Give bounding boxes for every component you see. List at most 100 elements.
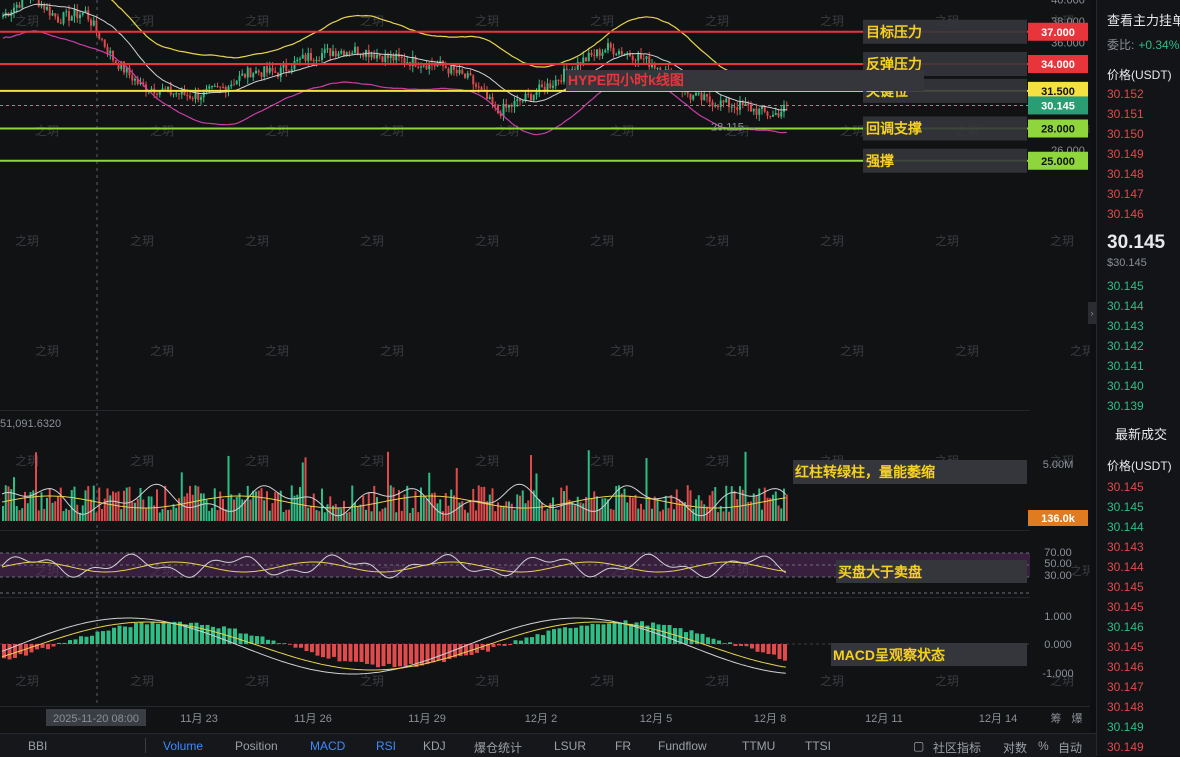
trade-row[interactable]: 30.147 (1107, 680, 1144, 694)
panel-collapse-handle[interactable]: › (1088, 302, 1096, 324)
candle-body (648, 56, 651, 68)
volume-bar (431, 493, 433, 521)
volume-bar (766, 497, 769, 521)
volume-bar (213, 488, 216, 521)
trade-row[interactable]: 30.145 (1107, 600, 1144, 614)
candle-body (428, 62, 431, 70)
trade-row[interactable]: 30.146 (1107, 660, 1144, 674)
bid-row[interactable]: 30.140 (1107, 379, 1144, 393)
level-price-tag-text: 34.000 (1041, 59, 1075, 71)
chip-button[interactable]: 筹 (1051, 711, 1062, 725)
trade-row[interactable]: 30.149 (1107, 720, 1144, 734)
candle-body (21, 0, 24, 8)
tab-fundflow[interactable]: Fundflow (658, 739, 707, 753)
candle-body (178, 93, 180, 95)
trade-row[interactable]: 30.146 (1107, 620, 1144, 634)
candle-body (535, 92, 538, 96)
trade-row[interactable]: 30.143 (1107, 540, 1144, 554)
bid-row[interactable]: 30.139 (1107, 399, 1144, 413)
orderbook-title[interactable]: 查看主力挂单 (1107, 13, 1180, 28)
auto-scale-toggle[interactable]: 自动 (1058, 741, 1083, 755)
tab-kdj[interactable]: KDJ (423, 739, 446, 753)
volume-bar (7, 486, 10, 521)
macd-histogram-bar (546, 630, 551, 644)
bid-row[interactable]: 30.144 (1107, 299, 1144, 313)
trade-row[interactable]: 30.144 (1107, 520, 1144, 534)
macd-histogram-bar (73, 639, 78, 644)
trade-row[interactable]: 30.145 (1107, 580, 1144, 594)
bid-row[interactable]: 30.145 (1107, 279, 1144, 293)
tab-爆仓统计[interactable]: 爆仓统计 (474, 741, 523, 755)
volume-bar (615, 486, 618, 521)
trade-row[interactable]: 30.145 (1107, 640, 1144, 654)
kline-chart[interactable]: 之玥 之玥 之玥 之玥 之玥 之玥 之玥 之玥 之玥 之玥 之玥 之玥 之玥 之玥 之玥 之玥 之玥 之玥 之玥 之玥… (0, 0, 1090, 733)
community-indicator-icon[interactable]: ▢ (913, 739, 925, 753)
trade-row[interactable]: 30.145 (1107, 480, 1144, 494)
macd-histogram-bar (13, 644, 17, 658)
tab-ttsi[interactable]: TTSI (805, 739, 831, 753)
candle-body (590, 52, 593, 56)
volume-bar (10, 489, 13, 521)
bid-row[interactable]: 30.143 (1107, 319, 1144, 333)
macd-histogram-bar (755, 644, 760, 652)
bid-row[interactable]: 30.141 (1107, 359, 1144, 373)
trade-row[interactable]: 30.145 (1107, 500, 1144, 514)
tab-volume[interactable]: Volume (163, 739, 204, 753)
volume-bar (480, 486, 483, 521)
log-scale-toggle[interactable]: 对数 (1003, 741, 1028, 755)
volume-bar (477, 485, 480, 521)
tab-rsi[interactable]: RSI (376, 739, 397, 753)
ask-row[interactable]: 30.152 (1107, 87, 1144, 101)
volume-bar (719, 505, 722, 521)
tab-bbi[interactable]: BBI (28, 739, 48, 753)
candle-body (612, 47, 615, 55)
volume-bar (436, 503, 439, 521)
candle-body (189, 95, 191, 99)
trade-row[interactable]: 30.148 (1107, 700, 1144, 714)
ask-row[interactable]: 30.146 (1107, 207, 1144, 221)
volume-bar (744, 451, 747, 521)
macd-histogram-bar (183, 624, 188, 644)
candle-body (582, 57, 585, 66)
ask-row[interactable]: 30.150 (1107, 127, 1144, 141)
macd-dif-line (1, 617, 786, 675)
trade-row[interactable]: 30.149 (1107, 740, 1144, 754)
candle-body (455, 69, 458, 74)
trades-title[interactable]: 最新成交 (1115, 427, 1168, 442)
liquidation-button[interactable]: 爆 (1072, 711, 1083, 725)
macd-histogram-bar (579, 625, 584, 644)
volume-bar (469, 500, 472, 521)
volume-bar (334, 504, 337, 521)
tab-ttmu[interactable]: TTMU (742, 739, 776, 753)
candle-body (186, 95, 189, 97)
ask-row[interactable]: 30.147 (1107, 187, 1144, 201)
volume-bar (109, 495, 112, 521)
candle-body (557, 79, 560, 81)
volume-bar (406, 485, 409, 521)
macd-histogram-bar (359, 644, 364, 663)
percent-scale-toggle[interactable]: % (1038, 739, 1049, 753)
tab-fr[interactable]: FR (615, 739, 631, 753)
community-indicators-button[interactable]: 社区指标 (933, 741, 982, 755)
candle-body (433, 65, 436, 67)
pane-divider (0, 597, 1030, 598)
ask-row[interactable]: 30.148 (1107, 167, 1144, 181)
trade-row[interactable]: 30.144 (1107, 560, 1144, 574)
candle-body (752, 108, 755, 112)
bid-row[interactable]: 30.142 (1107, 339, 1144, 353)
candle-body (494, 104, 497, 106)
candle-body (703, 94, 706, 101)
tab-macd[interactable]: MACD (310, 739, 346, 753)
candle-body (626, 53, 629, 55)
volume-bar (728, 511, 730, 521)
ask-row[interactable]: 30.151 (1107, 107, 1144, 121)
tab-lsur[interactable]: LSUR (554, 739, 587, 753)
macd-histogram-bar (409, 644, 413, 664)
volume-bar (637, 508, 640, 521)
ask-row[interactable]: 30.149 (1107, 147, 1144, 161)
macd-histogram-bar (84, 636, 89, 644)
volume-bar (90, 499, 92, 521)
tab-position[interactable]: Position (235, 739, 278, 753)
macd-histogram-bar (722, 643, 727, 644)
